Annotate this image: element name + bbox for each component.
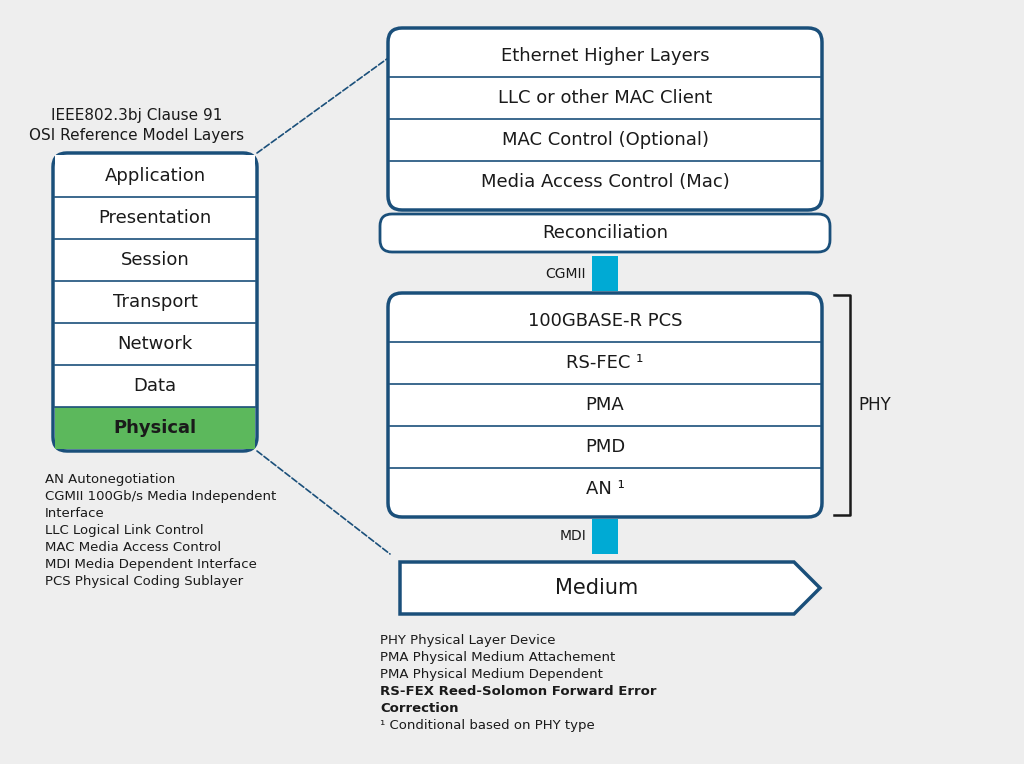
Text: MDI: MDI [559, 529, 586, 543]
Text: PHY Physical Layer Device: PHY Physical Layer Device [380, 634, 555, 647]
Text: Session: Session [121, 251, 189, 269]
Text: AN Autonegotiation: AN Autonegotiation [45, 473, 175, 486]
Text: Correction: Correction [380, 702, 459, 715]
Text: Application: Application [104, 167, 206, 185]
Bar [55, 155, 255, 197]
Text: IEEE802.3bj Clause 91
OSI Reference Model Layers: IEEE802.3bj Clause 91 OSI Reference Mode… [30, 108, 245, 143]
Text: Network: Network [118, 335, 193, 353]
Text: CGMII 100Gb/s Media Independent: CGMII 100Gb/s Media Independent [45, 490, 276, 503]
Text: Data: Data [133, 377, 176, 395]
Polygon shape [400, 562, 820, 614]
Text: PCS Physical Coding Sublayer: PCS Physical Coding Sublayer [45, 575, 243, 588]
Text: 100GBASE-R PCS: 100GBASE-R PCS [527, 312, 682, 330]
Text: Media Access Control (Mac): Media Access Control (Mac) [480, 173, 729, 191]
FancyBboxPatch shape [388, 28, 822, 210]
Text: Reconciliation: Reconciliation [542, 224, 668, 242]
Text: MAC Control (Optional): MAC Control (Optional) [502, 131, 709, 149]
Bar [55, 407, 255, 449]
Text: Physical: Physical [114, 419, 197, 437]
Text: LLC or other MAC Client: LLC or other MAC Client [498, 89, 712, 107]
Bar [55, 281, 255, 323]
Bar [592, 519, 618, 554]
Bar [55, 323, 255, 365]
Text: PMA Physical Medium Attachement: PMA Physical Medium Attachement [380, 651, 615, 664]
Text: Presentation: Presentation [98, 209, 212, 227]
Text: Ethernet Higher Layers: Ethernet Higher Layers [501, 47, 710, 65]
Text: PHY: PHY [858, 396, 891, 414]
Text: AN ¹: AN ¹ [586, 480, 625, 498]
Bar [592, 256, 618, 291]
Text: ¹ Conditional based on PHY type: ¹ Conditional based on PHY type [380, 719, 595, 732]
Text: PMA Physical Medium Dependent: PMA Physical Medium Dependent [380, 668, 603, 681]
Text: RS-FEC ¹: RS-FEC ¹ [566, 354, 644, 372]
Text: Transport: Transport [113, 293, 198, 311]
Text: MDI Media Dependent Interface: MDI Media Dependent Interface [45, 558, 257, 571]
FancyBboxPatch shape [53, 153, 257, 451]
Text: LLC Logical Link Control: LLC Logical Link Control [45, 524, 204, 537]
Text: PMD: PMD [585, 438, 625, 456]
FancyBboxPatch shape [388, 293, 822, 517]
Text: CGMII: CGMII [546, 267, 586, 280]
Bar [55, 365, 255, 407]
Text: PMA: PMA [586, 396, 625, 414]
Bar [55, 197, 255, 239]
Text: MAC Media Access Control: MAC Media Access Control [45, 541, 221, 554]
Text: Medium: Medium [555, 578, 639, 598]
FancyBboxPatch shape [380, 214, 830, 252]
Bar [55, 239, 255, 281]
Text: RS-FEX Reed-Solomon Forward Error: RS-FEX Reed-Solomon Forward Error [380, 685, 656, 698]
Text: Interface: Interface [45, 507, 104, 520]
